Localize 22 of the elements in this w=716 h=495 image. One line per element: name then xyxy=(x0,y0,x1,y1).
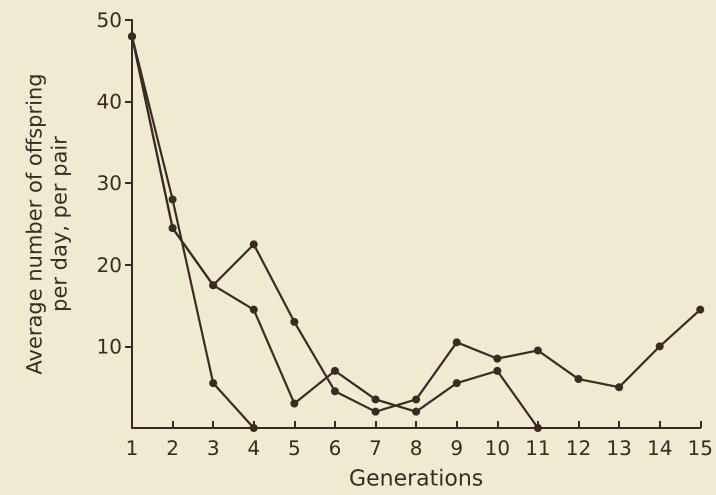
y-tick-label: 20 xyxy=(96,252,122,277)
x-tick-label: 2 xyxy=(166,436,179,460)
y-axis-title: Average number of offspring per day, per pair xyxy=(22,73,72,375)
x-tick-label: 5 xyxy=(288,436,301,460)
x-tick-label: 12 xyxy=(566,436,592,460)
y-tick-label: 10 xyxy=(96,334,122,358)
x-axis-title: Generations xyxy=(349,466,484,492)
x-tick-label: 7 xyxy=(369,436,382,460)
x-tick-label: 9 xyxy=(450,436,464,460)
y-tick-label: 50 xyxy=(96,8,122,32)
x-tick-label: 10 xyxy=(484,436,510,460)
x-tick-label: 15 xyxy=(688,436,713,460)
x-tick-label: 14 xyxy=(646,436,672,460)
y-tick-label: 30 xyxy=(96,171,122,196)
x-tick-label: 8 xyxy=(410,436,423,460)
x-tick-label: 13 xyxy=(606,436,632,460)
x-tick-label: 4 xyxy=(247,436,260,460)
x-tick-label: 6 xyxy=(328,436,342,460)
y-tick-label: 40 xyxy=(96,90,122,114)
x-tick-label: 1 xyxy=(126,436,138,460)
x-tick-label: 3 xyxy=(206,436,220,460)
x-tick-label: 11 xyxy=(525,436,551,460)
